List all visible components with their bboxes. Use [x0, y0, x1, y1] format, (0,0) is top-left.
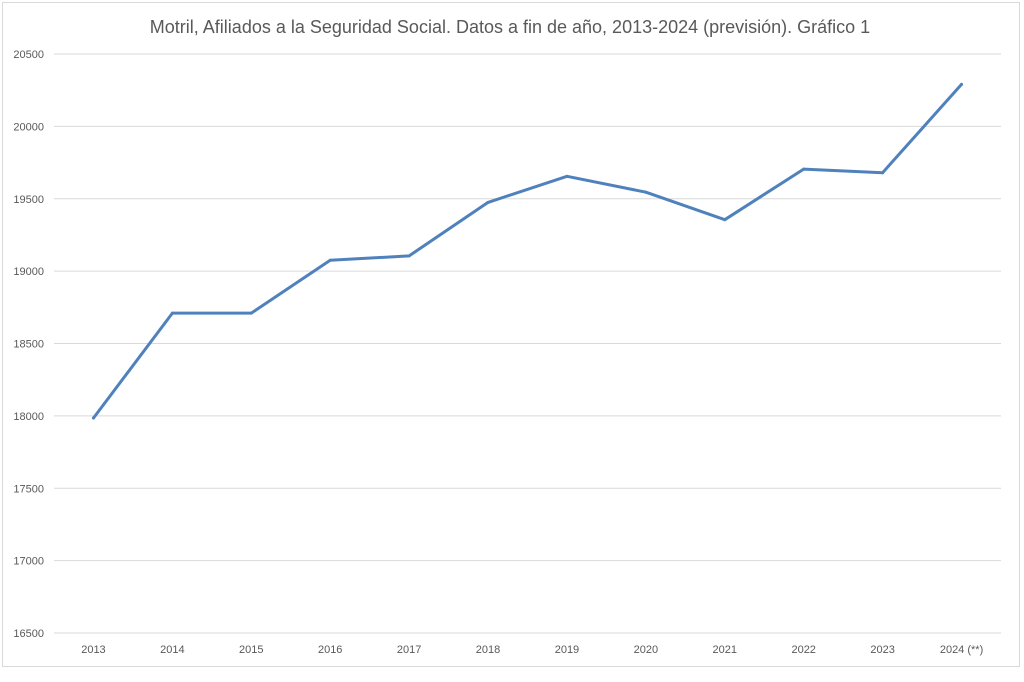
x-tick-labels: 2013 2014 2015 2016 2017 2018 2019 2020 2021 2022… — [81, 644, 983, 656]
x-tick-label: 2022 — [791, 644, 815, 656]
y-tick-label: 17000 — [13, 556, 44, 568]
x-tick-label: 2021 — [713, 644, 737, 656]
data-point-2017 — [407, 254, 411, 258]
data-point-2013 — [91, 416, 95, 420]
x-tick-label: 2016 — [318, 644, 342, 656]
x-tick-label: 2014 — [160, 644, 184, 656]
y-tick-label: 20500 — [13, 49, 44, 61]
y-gridlines — [54, 53, 1001, 634]
chart-frame — [2, 2, 1020, 667]
data-point-2016 — [328, 258, 332, 262]
chart-title: Motril, Afiliados a la Seguridad Social.… — [150, 17, 870, 37]
y-tick-label: 19500 — [13, 194, 44, 206]
y-tick-label: 17500 — [13, 483, 44, 495]
x-tick-label: 2023 — [870, 644, 894, 656]
x-tick-label: 2020 — [634, 644, 658, 656]
x-tick-label: 2017 — [397, 644, 421, 656]
x-tick-label: 2018 — [476, 644, 500, 656]
series-layer — [91, 82, 964, 420]
series-line-0 — [92, 82, 963, 420]
x-tick-label: 2013 — [81, 644, 105, 656]
data-point-2018 — [486, 200, 490, 204]
x-tick-label: 2024 (**) — [940, 644, 983, 656]
y-tick-label: 18000 — [13, 411, 44, 423]
data-point-2022 — [802, 167, 806, 171]
y-tick-label: 16500 — [13, 628, 44, 640]
x-tick-label: 2015 — [239, 644, 263, 656]
y-tick-label: 20000 — [13, 121, 44, 133]
data-point-2014 — [170, 311, 174, 315]
y-tick-labels: 16500 17000 17500 18000 18500 19000 19500 20000… — [13, 49, 44, 640]
data-point-2024 (**) — [960, 82, 964, 86]
y-tick-label: 18500 — [13, 339, 44, 351]
data-point-2021 — [723, 218, 727, 222]
data-point-2015 — [249, 311, 253, 315]
data-point-2020 — [644, 190, 648, 194]
y-tick-label: 19000 — [13, 266, 44, 278]
data-point-2019 — [565, 174, 569, 178]
data-point-2023 — [881, 171, 885, 175]
x-tick-label: 2019 — [555, 644, 579, 656]
